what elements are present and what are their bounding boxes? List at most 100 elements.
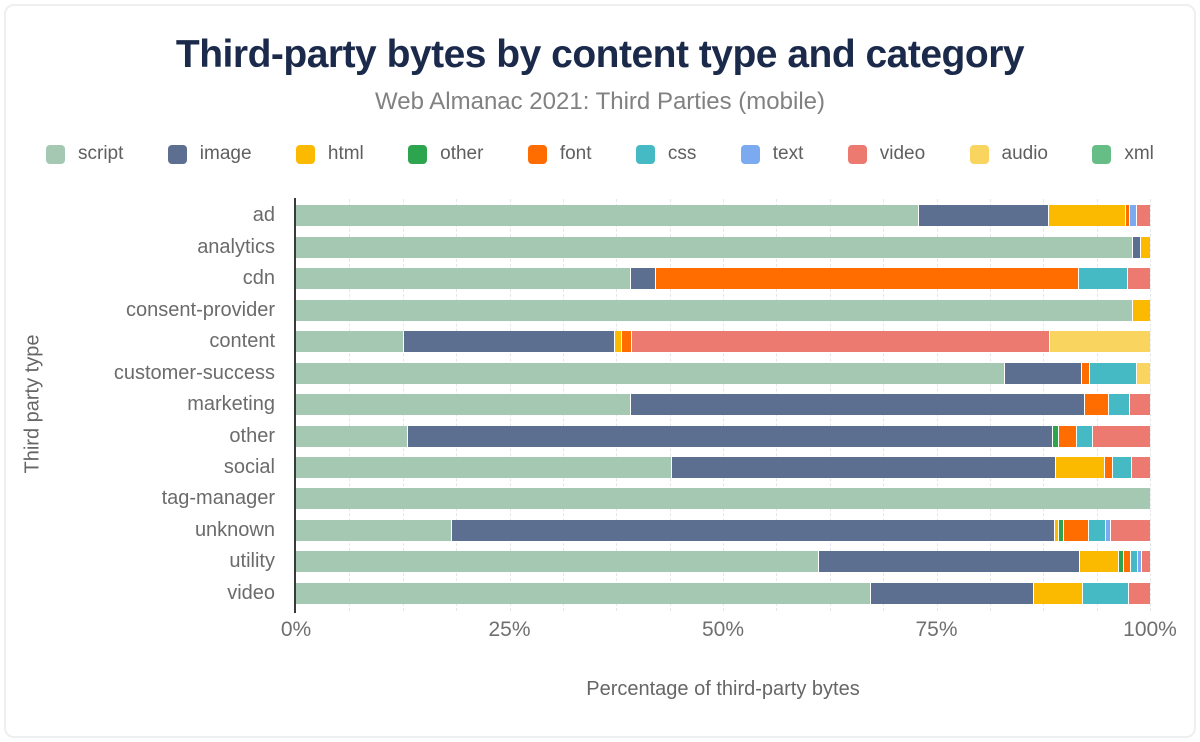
chart-row-social: social bbox=[0, 452, 1150, 483]
bar-segment-text bbox=[1138, 551, 1143, 573]
y-axis-title: Third party type bbox=[21, 334, 44, 474]
bar-unknown bbox=[296, 519, 1150, 541]
legend-swatch-image-icon bbox=[167, 144, 187, 164]
bar-segment-script bbox=[296, 551, 819, 573]
bar-segment-script bbox=[296, 394, 631, 416]
row-label: other bbox=[229, 424, 275, 447]
bar-segment-image bbox=[870, 582, 1034, 604]
bar-segment-video bbox=[1110, 519, 1150, 541]
bar-segment-other bbox=[1119, 551, 1125, 573]
bar-segment-font bbox=[1081, 362, 1091, 384]
bar-segment-font bbox=[1124, 551, 1132, 573]
bar-segment-video bbox=[1132, 456, 1150, 478]
legend-swatch-text-icon bbox=[740, 144, 760, 164]
legend-item-image: image bbox=[167, 143, 252, 165]
bar-segment-image bbox=[818, 551, 1080, 573]
row-label: tag-manager bbox=[161, 487, 275, 510]
legend-swatch-script-icon bbox=[46, 144, 65, 164]
legend-label: audio bbox=[1001, 143, 1049, 164]
bar-segment-text bbox=[1130, 205, 1138, 227]
legend-swatch-other-icon bbox=[408, 144, 428, 164]
row-label: unknown bbox=[194, 518, 275, 541]
row-label: ad bbox=[252, 204, 275, 227]
bar-segment-font bbox=[656, 268, 1080, 290]
bar-marketing bbox=[296, 394, 1150, 416]
bar-segment-script bbox=[296, 456, 672, 478]
legend: script image html other font css text video audi… bbox=[46, 143, 1154, 165]
legend-item-video: video bbox=[847, 143, 926, 165]
bar-segment-script bbox=[296, 331, 404, 353]
bar-segment-css bbox=[1131, 551, 1138, 573]
bar-segment-image bbox=[1132, 236, 1142, 258]
legend-label: html bbox=[327, 143, 364, 164]
bar-segment-html bbox=[614, 331, 623, 353]
legend-item-script: script bbox=[46, 143, 123, 165]
bar-video bbox=[296, 582, 1150, 604]
x-tick-label: 25% bbox=[488, 618, 531, 641]
chart-row-marketing: marketing bbox=[0, 389, 1150, 420]
row-label: customer-success bbox=[113, 361, 275, 384]
chart-row-cdn: cdn bbox=[0, 263, 1150, 294]
bar-segment-css bbox=[1113, 456, 1133, 478]
bar-customer-success bbox=[296, 362, 1150, 384]
legend-swatch-video-icon bbox=[847, 144, 867, 164]
legend-swatch-xml-icon bbox=[1092, 144, 1112, 164]
legend-item-html: html bbox=[295, 143, 364, 165]
bar-segment-font bbox=[622, 331, 633, 353]
bar-segment-html bbox=[1033, 582, 1084, 604]
bar-segment-image bbox=[452, 519, 1056, 541]
chart-plot-area: ad analytics cdn consent-provider content cus… bbox=[0, 200, 1150, 609]
bar-segment-font bbox=[1104, 456, 1114, 478]
bar-segment-script bbox=[296, 425, 408, 447]
legend-item-other: other bbox=[408, 143, 483, 165]
bar-segment-video bbox=[632, 331, 1051, 353]
x-axis-title: Percentage of third-party bytes bbox=[586, 678, 860, 700]
chart-row-other: other bbox=[0, 420, 1150, 451]
page-title: Third-party bytes by content type and ca… bbox=[175, 33, 1025, 76]
bar-segment-video bbox=[1130, 394, 1150, 416]
bar-segment-other bbox=[1053, 425, 1060, 447]
x-tick-label: 0% bbox=[280, 618, 312, 641]
chart-row-video: video bbox=[0, 578, 1150, 609]
bar-segment-font bbox=[1126, 205, 1131, 227]
legend-label: css bbox=[667, 143, 697, 164]
bar-segment-html bbox=[1079, 551, 1120, 573]
bar-segment-video bbox=[1137, 205, 1150, 227]
legend-item-xml: xml bbox=[1092, 143, 1154, 165]
bar-segment-html bbox=[1056, 456, 1105, 478]
bar-segment-video bbox=[1127, 268, 1150, 290]
bar-cdn bbox=[296, 268, 1150, 290]
legend-swatch-css-icon bbox=[635, 144, 655, 164]
legend-label: video bbox=[879, 143, 926, 164]
chart-row-utility: utility bbox=[0, 546, 1150, 577]
bar-analytics bbox=[296, 236, 1150, 258]
bar-segment-script bbox=[296, 362, 1005, 384]
x-axis-ticks: 0% 25% 50% 75% 100% bbox=[281, 618, 1177, 644]
bar-segment-other bbox=[1059, 519, 1064, 541]
legend-item-text: text bbox=[740, 143, 804, 165]
bar-segment-css bbox=[1079, 268, 1128, 290]
legend-label: image bbox=[199, 143, 252, 164]
bar-ad bbox=[296, 205, 1150, 227]
row-label: consent-provider bbox=[126, 298, 275, 321]
row-label: video bbox=[227, 581, 275, 604]
bar-segment-audio bbox=[1137, 362, 1150, 384]
bar-segment-image bbox=[671, 456, 1057, 478]
row-label: cdn bbox=[242, 267, 275, 290]
bar-segment-html bbox=[1049, 205, 1127, 227]
chart-row-customer-success: customer-success bbox=[0, 357, 1150, 388]
legend-label: xml bbox=[1124, 143, 1154, 164]
x-tick-label: 100% bbox=[1123, 618, 1177, 641]
chart-row-analytics: analytics bbox=[0, 231, 1150, 262]
legend-swatch-font-icon bbox=[527, 144, 547, 164]
bar-segment-css bbox=[1089, 519, 1107, 541]
bar-consent-provider bbox=[296, 299, 1150, 321]
bar-content bbox=[296, 331, 1150, 353]
x-tick-label: 50% bbox=[701, 618, 745, 641]
bar-segment-image bbox=[407, 425, 1054, 447]
bar-segment-font bbox=[1063, 519, 1090, 541]
bar-segment-script bbox=[296, 299, 1133, 321]
legend-label: text bbox=[772, 143, 804, 164]
y-axis-line bbox=[294, 198, 296, 613]
page-subtitle: Web Almanac 2021: Third Parties (mobile) bbox=[375, 88, 825, 115]
